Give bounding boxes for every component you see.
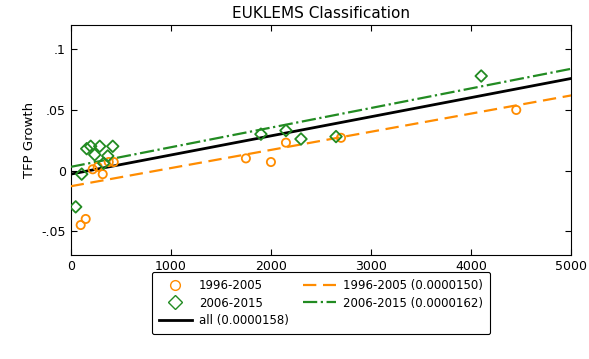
Point (88, 167, 97, 172)
Point (103, 153, 112, 159)
Point (256, 131, 266, 137)
Point (81, 216, 91, 222)
Point (282, 128, 291, 134)
Point (296, 136, 306, 142)
Point (99, 160, 108, 166)
Y-axis label: TFP Growth: TFP Growth (23, 102, 36, 178)
Title: EUKLEMS Classification: EUKLEMS Classification (232, 6, 410, 21)
Point (82, 146, 91, 151)
Point (93, 164, 102, 170)
Point (511, 107, 521, 113)
Legend: 1996-2005, 2006-2015, all (0.0000158), 1996-2005 (0.0000150), 2006-2015 (0.00001: 1996-2005, 2006-2015, all (0.0000158), 1… (152, 272, 490, 335)
Point (266, 159, 276, 165)
Point (336, 135, 346, 141)
Point (282, 140, 291, 145)
Point (90, 152, 100, 158)
Point (109, 159, 118, 165)
Point (104, 159, 114, 165)
Point (241, 155, 251, 161)
X-axis label: Effective Gross R&D (billions of yen): Effective Gross R&D (billions of yen) (200, 279, 442, 292)
Point (332, 134, 341, 139)
Point (71, 204, 80, 210)
Point (77, 171, 87, 177)
Point (76, 222, 85, 228)
Point (477, 73, 486, 79)
Point (108, 143, 117, 149)
Point (95, 143, 104, 149)
Point (98, 171, 107, 177)
Point (86, 143, 95, 149)
